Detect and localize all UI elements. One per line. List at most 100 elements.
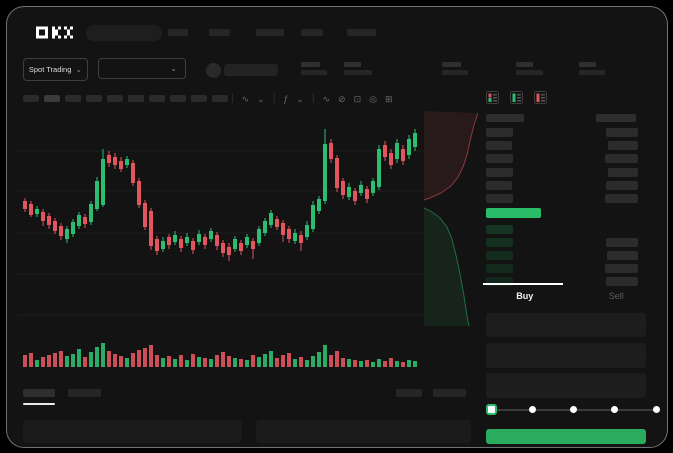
settings-icon[interactable]: ◎ (369, 93, 377, 104)
camera-icon[interactable]: ⊡ (353, 93, 362, 104)
volume-bar (329, 355, 333, 367)
order-total-field[interactable] (486, 373, 646, 398)
tab-sell[interactable]: Sell (571, 283, 663, 309)
timeframe-button[interactable] (170, 95, 186, 102)
volume-bar (245, 360, 249, 367)
order-price-field[interactable] (486, 313, 646, 337)
depth-asks-line (424, 112, 478, 201)
candle-body (167, 237, 171, 245)
candle-body (179, 239, 183, 248)
ask-price-placeholder[interactable] (486, 128, 513, 137)
volume-bar (239, 359, 243, 367)
candle-body (113, 157, 117, 165)
tab-buy-label: Buy (516, 291, 534, 301)
volume-bar (353, 360, 357, 367)
bottom-action-placeholder[interactable] (433, 389, 466, 397)
bid-amount-placeholder[interactable] (606, 277, 638, 286)
volume-bar (95, 347, 99, 367)
bid-price-placeholder[interactable] (486, 264, 513, 273)
slider-stop-dot[interactable] (611, 406, 619, 413)
ask-amount-placeholder[interactable] (605, 154, 638, 164)
nav-item-placeholder[interactable] (209, 29, 230, 36)
nav-item-placeholder[interactable] (347, 29, 376, 36)
volume-bar (263, 354, 267, 367)
ask-price-placeholder[interactable] (486, 141, 512, 151)
candle-body (371, 181, 375, 193)
fx-icon[interactable]: ƒ (283, 93, 289, 104)
draw-tool-icon[interactable]: ⊘ (338, 93, 346, 104)
buy-submit-button[interactable] (486, 429, 646, 444)
volume-bar (251, 355, 255, 367)
timeframe-button[interactable] (149, 95, 165, 102)
volume-bar (383, 361, 387, 367)
tab-buy[interactable]: Buy (479, 283, 571, 309)
candle-body (269, 213, 273, 225)
bid-price-placeholder[interactable] (486, 238, 513, 247)
chevron-down-icon[interactable]: ⌄ (257, 93, 265, 104)
order-amount-field[interactable] (486, 343, 646, 368)
volume-bar (29, 353, 33, 367)
volume-bar (377, 359, 381, 367)
candle-body (191, 241, 195, 250)
depth-chart[interactable] (424, 111, 478, 326)
fullscreen-icon[interactable]: ⊞ (384, 93, 393, 104)
ask-amount-placeholder[interactable] (606, 180, 638, 190)
bottom-tab-placeholder[interactable] (23, 389, 55, 397)
slider-stop-dot[interactable] (528, 406, 536, 413)
bid-amount-placeholder[interactable] (606, 238, 638, 247)
timeframe-button[interactable] (107, 95, 123, 102)
bottom-action-placeholder[interactable] (396, 389, 422, 397)
candle-body (29, 204, 33, 215)
tab-sell-label: Sell (608, 291, 624, 301)
market-type-dropdown[interactable]: Spot Trading ⌄ (23, 58, 88, 81)
ask-amount-placeholder[interactable] (605, 194, 638, 203)
volume-bar (59, 351, 63, 367)
timeframe-button[interactable] (65, 95, 81, 102)
bid-price-placeholder[interactable] (486, 225, 513, 234)
stat-value-placeholder (579, 70, 605, 75)
bid-price-placeholder[interactable] (486, 277, 513, 286)
nav-item-placeholder[interactable] (301, 29, 323, 36)
volume-bar (89, 352, 93, 367)
volume-bar (317, 352, 321, 367)
volume-bar (47, 355, 51, 367)
slider-stop-dot[interactable] (652, 406, 660, 413)
candlestick-chart[interactable] (17, 109, 425, 373)
bid-amount-placeholder[interactable] (607, 251, 638, 260)
volume-bar (287, 353, 291, 367)
timeframe-button[interactable] (44, 95, 60, 102)
ask-price-placeholder[interactable] (486, 194, 513, 203)
pair-selector-dropdown[interactable]: ⌄ (98, 58, 186, 79)
wave-icon[interactable]: ∿ (241, 93, 250, 104)
timeframe-button[interactable] (191, 95, 207, 102)
bid-price-placeholder[interactable] (486, 251, 513, 260)
orderbook-view-bids-icon[interactable] (510, 91, 523, 104)
ask-amount-placeholder[interactable] (608, 141, 638, 151)
stat-value-placeholder (344, 70, 372, 75)
volume-bar (407, 360, 411, 367)
volume-bar (155, 355, 159, 367)
volume-bar (167, 356, 171, 367)
ask-amount-placeholder[interactable] (606, 128, 638, 137)
orderbook-view-combined-icon[interactable] (486, 91, 499, 104)
timeframe-button[interactable] (23, 95, 39, 102)
nav-item-placeholder[interactable] (168, 29, 188, 36)
ask-price-placeholder[interactable] (486, 167, 513, 177)
chevron-down-icon: ⌄ (170, 63, 177, 73)
slider-stop-dot[interactable] (570, 406, 577, 413)
search-input[interactable] (86, 25, 162, 41)
line-tool-icon[interactable]: ∿ (322, 93, 331, 104)
amount-slider-handle[interactable] (486, 404, 497, 415)
ask-price-placeholder[interactable] (486, 154, 513, 164)
nav-item-placeholder[interactable] (256, 29, 284, 36)
timeframe-button[interactable] (212, 95, 228, 102)
bid-amount-placeholder[interactable] (605, 264, 638, 273)
last-price-bar[interactable] (486, 208, 541, 218)
ask-price-placeholder[interactable] (486, 180, 512, 190)
timeframe-button[interactable] (86, 95, 102, 102)
ask-amount-placeholder[interactable] (608, 167, 638, 177)
chevron-down-icon[interactable]: ⌄ (296, 93, 304, 104)
orderbook-view-asks-icon[interactable] (534, 91, 547, 104)
bottom-tab-placeholder[interactable] (68, 389, 101, 397)
timeframe-button[interactable] (128, 95, 144, 102)
